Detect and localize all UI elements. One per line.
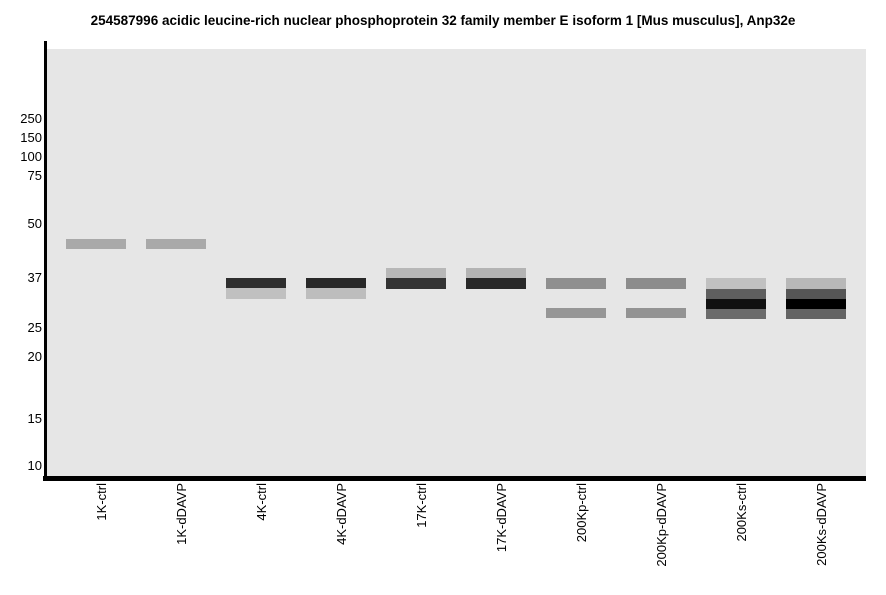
gel-band <box>66 239 126 249</box>
y-tick-label: 75 <box>27 168 42 183</box>
gel-band <box>706 289 766 299</box>
lane-label: 17K-dDAVP <box>494 483 509 553</box>
gel-band <box>466 268 526 278</box>
y-tick-label: 10 <box>27 458 42 473</box>
gel-band <box>626 308 686 318</box>
gel-band <box>306 288 366 299</box>
y-tick-label: 250 <box>20 111 42 126</box>
y-tick-label: 150 <box>20 130 42 145</box>
gel-band <box>786 278 846 289</box>
y-tick-label: 50 <box>27 216 42 231</box>
gel-band <box>306 278 366 288</box>
lane-label: 200Kp-dDAVP <box>654 483 669 567</box>
gel-band <box>386 278 446 289</box>
lane-label: 1K-ctrl <box>94 483 109 521</box>
y-tick-label: 15 <box>27 411 42 426</box>
gel-band <box>546 308 606 318</box>
lane-label: 17K-ctrl <box>414 483 429 528</box>
gel-band <box>626 278 686 289</box>
gel-area <box>47 49 866 476</box>
figure-title: 254587996 acidic leucine-rich nuclear ph… <box>90 13 796 28</box>
lane-label: 200Ks-ctrl <box>734 483 749 542</box>
x-axis-line <box>43 476 866 481</box>
y-tick-label: 25 <box>27 320 42 335</box>
y-axis-line <box>44 41 47 481</box>
gel-band <box>706 278 766 289</box>
gel-band <box>786 309 846 319</box>
gel-band <box>786 289 846 299</box>
gel-band <box>386 268 446 278</box>
lane-label: 4K-ctrl <box>254 483 269 521</box>
lane-label: 200Kp-ctrl <box>574 483 589 543</box>
gel-band <box>786 299 846 309</box>
gel-band <box>226 278 286 288</box>
lane-label: 200Ks-dDAVP <box>814 483 829 566</box>
gel-band <box>706 309 766 319</box>
gel-band <box>466 278 526 289</box>
lane-label: 4K-dDAVP <box>334 483 349 545</box>
gel-band <box>546 278 606 289</box>
lane-label: 1K-dDAVP <box>174 483 189 545</box>
gel-band <box>226 288 286 299</box>
y-tick-label: 20 <box>27 349 42 364</box>
gel-band <box>706 299 766 309</box>
y-tick-label: 100 <box>20 149 42 164</box>
y-tick-label: 37 <box>27 270 42 285</box>
gel-band <box>146 239 206 249</box>
